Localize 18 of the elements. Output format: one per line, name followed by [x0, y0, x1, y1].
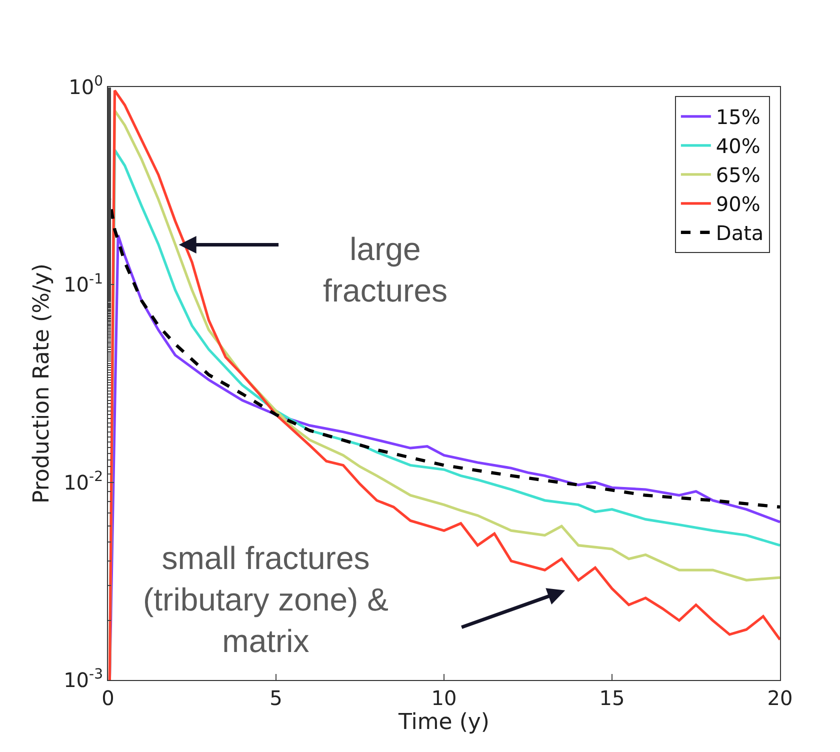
legend-label: 15% — [716, 105, 760, 130]
annotation: large fractures — [323, 231, 448, 309]
legend-label: 65% — [716, 163, 760, 188]
y-tick-label: 10$^{-1}$ — [64, 271, 103, 297]
x-axis-title: Time (y) — [397, 710, 490, 735]
legend-label: 90% — [716, 192, 760, 216]
legend-label: Data — [716, 221, 764, 246]
x-tick-label: 15 — [599, 686, 625, 710]
legend-label: 40% — [716, 134, 760, 158]
y-axis-title: Production Rate (%/y) — [29, 264, 54, 504]
x-tick-label: 0 — [102, 686, 114, 710]
y-tick-label: 10$^{0}$ — [68, 74, 103, 99]
y-tick-label: 10$^{-2}$ — [64, 468, 103, 494]
annotation: small fractures (tributary zone) & matrix — [143, 540, 388, 660]
x-tick-label: 20 — [767, 686, 793, 710]
x-tick-label: 10 — [431, 686, 457, 710]
x-tick-label: 5 — [270, 686, 282, 710]
y-tick-label: 10$^{-3}$ — [64, 666, 103, 692]
